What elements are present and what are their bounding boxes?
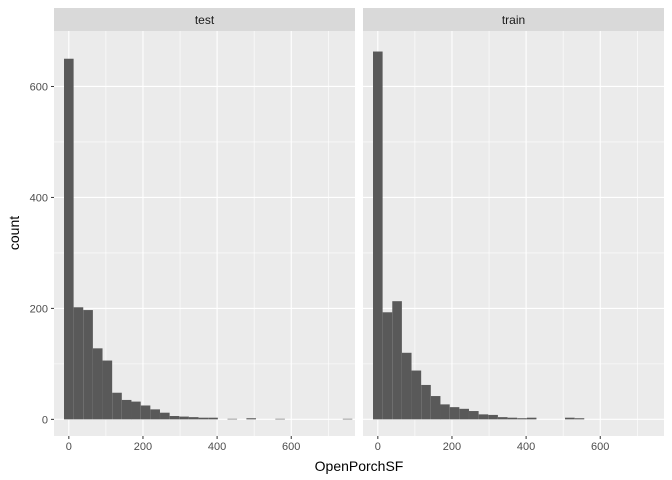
histogram-bar	[112, 392, 122, 420]
facet-panels: test train	[54, 8, 664, 436]
y-tick-label: 0	[42, 414, 48, 426]
histogram-bar	[227, 418, 238, 420]
facet-strip-label: train	[502, 13, 525, 27]
histogram-bar	[169, 416, 180, 420]
histogram-bar	[574, 418, 585, 420]
x-tick-label: 0	[375, 441, 381, 453]
histogram-bar	[92, 348, 103, 420]
histogram-bar	[83, 310, 93, 420]
histogram-bar	[179, 416, 189, 420]
histogram-bar	[150, 409, 160, 420]
y-axis: 0 200 400 600	[30, 81, 54, 426]
histogram-bar	[440, 404, 450, 420]
histogram-bar	[507, 417, 518, 420]
facet-strip-label: test	[195, 13, 215, 27]
histogram-bar	[73, 307, 84, 420]
x-axis-title: OpenPorchSF	[315, 458, 404, 474]
histogram-bar	[565, 417, 575, 420]
x-axis: 0 200 400 600 0 200 400 600	[66, 436, 609, 453]
x-tick-label: 400	[517, 441, 535, 453]
histogram-bar	[488, 414, 498, 420]
histogram-bar	[208, 417, 218, 420]
histogram-bar	[64, 58, 74, 420]
histogram-bar	[497, 417, 508, 420]
histogram-bar	[140, 405, 151, 420]
histogram-bar	[430, 396, 441, 420]
histogram-bar	[517, 418, 527, 420]
histogram-bar	[275, 418, 285, 420]
histogram-bar	[373, 51, 383, 420]
y-tick-label: 200	[30, 303, 48, 315]
histogram-bar	[459, 408, 469, 420]
histogram-bar	[198, 417, 209, 420]
histogram-bar	[382, 312, 393, 420]
facet-strip	[54, 8, 355, 31]
histogram-bar	[421, 384, 431, 420]
panel-background	[363, 31, 664, 436]
y-tick-label: 600	[30, 81, 48, 93]
histogram-bar	[188, 417, 199, 420]
facet-panel-test: test	[54, 8, 355, 436]
histogram-bar	[160, 412, 170, 420]
facet-panel-train: train	[363, 8, 664, 436]
histogram-bar	[392, 301, 402, 420]
y-tick-label: 400	[30, 192, 48, 204]
x-tick-label: 200	[443, 441, 461, 453]
histogram-bar	[102, 360, 113, 420]
histogram-bar	[469, 411, 479, 420]
x-tick-label: 600	[591, 441, 609, 453]
histogram-bar	[401, 352, 412, 420]
histogram-bar	[131, 401, 141, 420]
histogram-bar	[121, 399, 132, 420]
histogram-bar	[342, 418, 353, 420]
x-tick-label: 0	[66, 441, 72, 453]
histogram-bar	[449, 407, 460, 420]
y-axis-title: count	[6, 216, 22, 250]
histogram-bar	[246, 418, 256, 420]
x-tick-label: 400	[208, 441, 226, 453]
x-tick-label: 600	[282, 441, 300, 453]
histogram-bar	[526, 417, 537, 420]
histogram-bar	[411, 370, 422, 420]
x-tick-label: 200	[134, 441, 152, 453]
facet-strip	[363, 8, 664, 31]
histogram-bar	[478, 414, 489, 420]
